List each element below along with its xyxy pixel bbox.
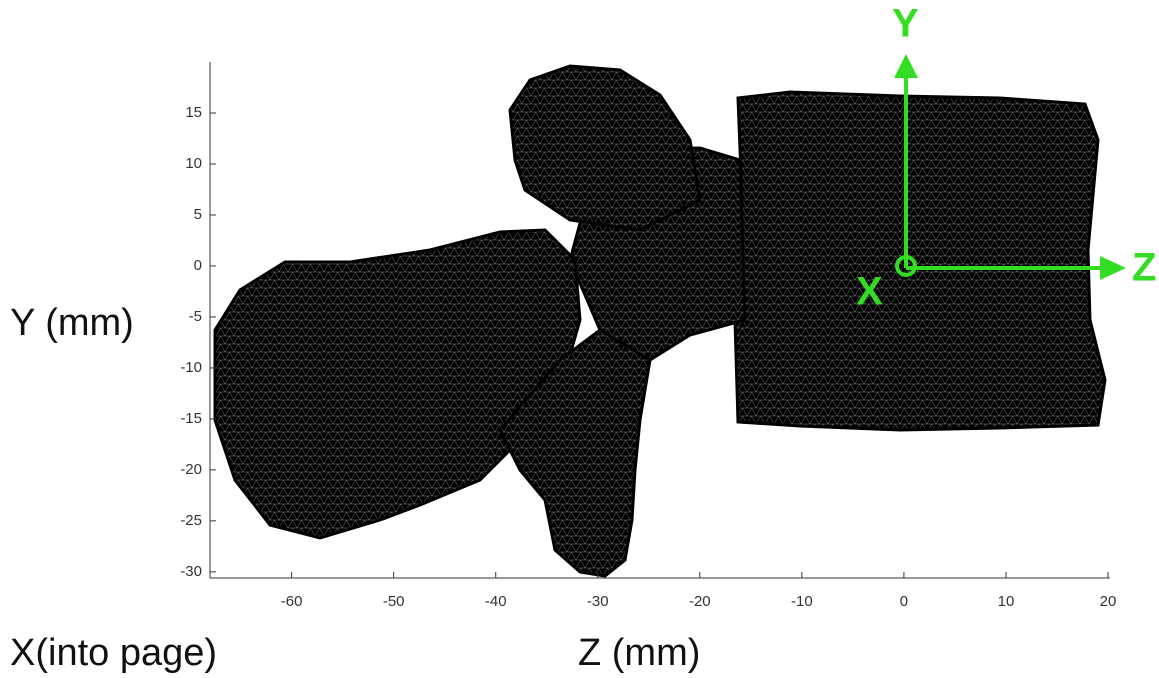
y-tick-label: -15 bbox=[180, 410, 202, 427]
depth-label: X(into page) bbox=[10, 632, 217, 674]
frame-label: Y bbox=[892, 2, 919, 46]
y-tick-label: -10 bbox=[180, 359, 202, 376]
x-tick-label: 0 bbox=[900, 593, 908, 610]
x-tick-label: 20 bbox=[1100, 593, 1117, 610]
superior-process bbox=[510, 66, 700, 230]
y-tick-label: -5 bbox=[189, 308, 202, 325]
chart: Y (mm) Z (mm) X(into page) Y Z X -60-50-… bbox=[0, 0, 1159, 678]
y-tick-label: 10 bbox=[185, 155, 202, 172]
y-tick-label: -25 bbox=[180, 512, 202, 529]
frame-z-head bbox=[1100, 256, 1126, 280]
y-tick-label: -20 bbox=[180, 461, 202, 478]
y-tick-label: 5 bbox=[194, 206, 202, 223]
frame-y-head bbox=[894, 54, 918, 78]
x-tick-label: 10 bbox=[998, 593, 1015, 610]
frame-label: X bbox=[856, 270, 883, 314]
vertebra-mesh bbox=[215, 66, 1105, 576]
x-tick-label: -20 bbox=[689, 593, 711, 610]
transverse-process bbox=[215, 230, 580, 538]
y-tick-label: 15 bbox=[185, 104, 202, 121]
y-tick-label: 0 bbox=[194, 257, 202, 274]
vertebral-body bbox=[735, 92, 1105, 430]
x-axis-label: Z (mm) bbox=[578, 632, 700, 674]
frame-label: Z bbox=[1132, 246, 1156, 290]
y-axis-label: Y (mm) bbox=[10, 302, 134, 344]
x-tick-label: -40 bbox=[485, 593, 507, 610]
x-tick-label: -50 bbox=[383, 593, 405, 610]
page: Y (mm) Z (mm) X(into page) Y Z X -60-50-… bbox=[0, 0, 1159, 678]
y-tick-label: -30 bbox=[180, 563, 202, 580]
x-tick-label: -10 bbox=[791, 593, 813, 610]
x-tick-label: -30 bbox=[587, 593, 609, 610]
x-tick-label: -60 bbox=[281, 593, 303, 610]
